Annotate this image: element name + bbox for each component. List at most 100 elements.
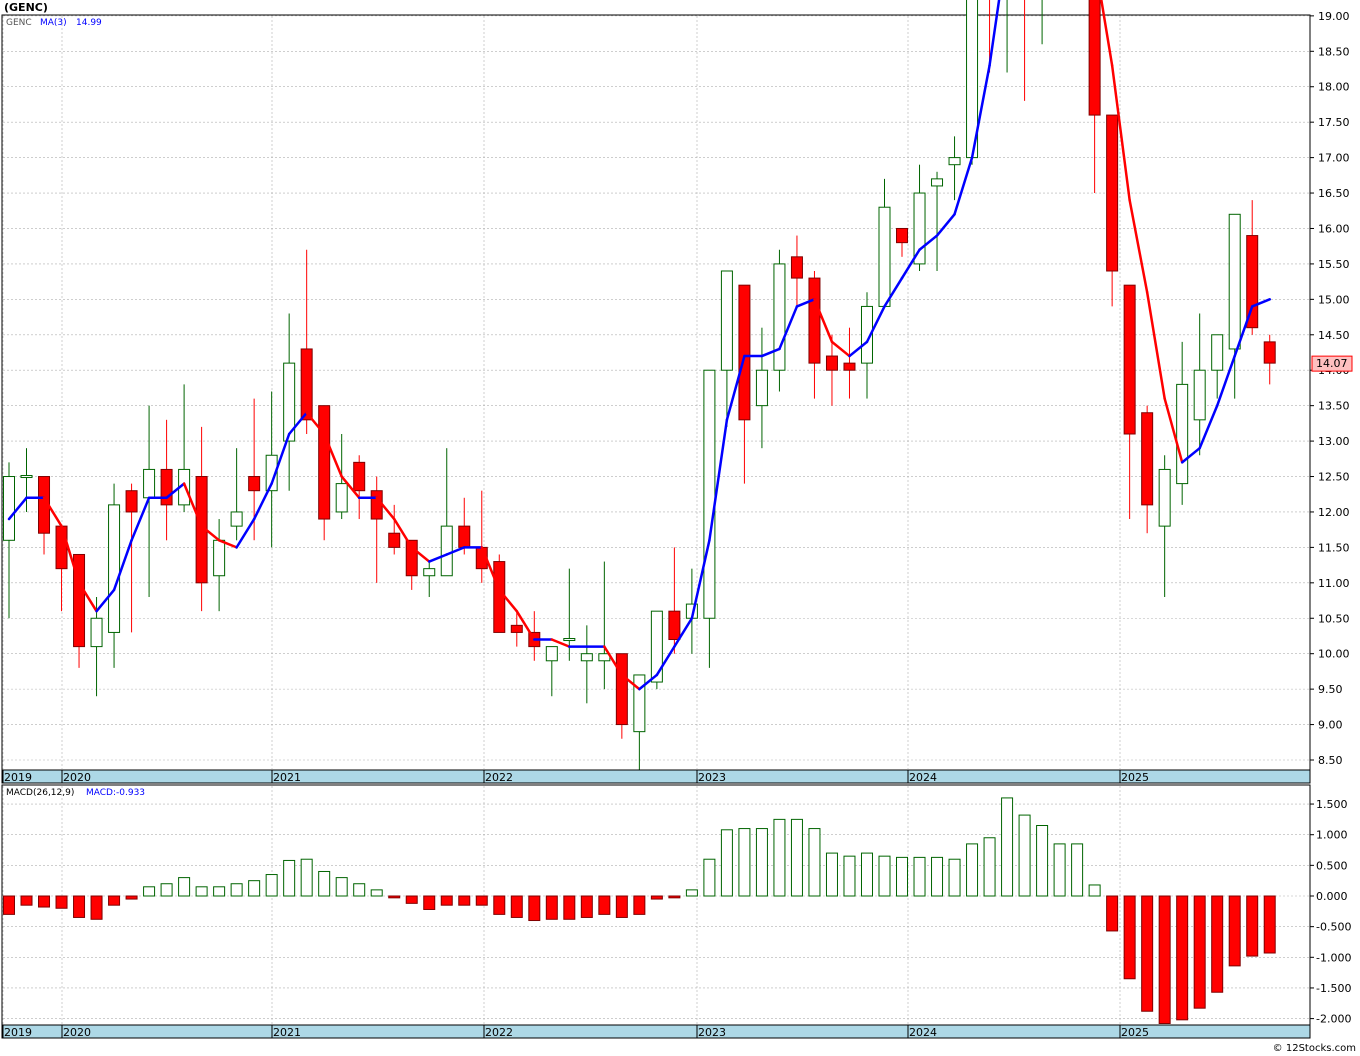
macd-bar	[370, 889, 383, 897]
candle-body	[55, 525, 68, 570]
macd-bar	[948, 858, 961, 897]
macd-bar	[475, 895, 488, 906]
macd-bar	[265, 874, 278, 897]
price-y-tick-label: 15.00	[1318, 293, 1350, 306]
price-x-axis-band	[1, 769, 1311, 784]
macd-bar	[773, 818, 786, 897]
price-x-year-label: 2020	[63, 771, 91, 784]
macd-y-tick-label: 0.000	[1316, 890, 1348, 903]
price-y-tick-label: 11.50	[1318, 541, 1350, 554]
macd-bar	[703, 858, 716, 897]
macd-y-tick-label: -1.000	[1316, 951, 1351, 964]
macd-bar	[1263, 895, 1276, 954]
moving-average-segment	[1128, 198, 1149, 294]
macd-bar	[668, 895, 681, 899]
candle-body	[3, 476, 15, 541]
moving-average-segment	[883, 276, 904, 308]
macd-bar	[825, 852, 838, 897]
moving-average-segment	[200, 524, 221, 542]
macd-bar	[318, 870, 331, 897]
macd-bar	[55, 895, 68, 909]
macd-bar	[353, 883, 366, 897]
candle-body	[213, 539, 226, 577]
moving-average-segment	[182, 482, 203, 528]
moving-average-segment	[725, 354, 746, 422]
macd-bar	[1246, 895, 1259, 957]
macd-bar	[90, 895, 103, 920]
price-y-tick-label: 12.50	[1318, 471, 1350, 484]
moving-average-segment	[235, 517, 256, 549]
price-x-year-label: 2025	[1121, 771, 1149, 784]
macd-bar	[20, 895, 33, 906]
macd-bar	[458, 895, 471, 906]
moving-average-segment	[340, 475, 361, 500]
macd-x-year-label: 2025	[1121, 1026, 1149, 1039]
macd-bar	[650, 895, 663, 900]
macd-bar	[720, 829, 733, 897]
candle-body	[931, 178, 944, 187]
macd-bar	[1193, 895, 1206, 1009]
macd-bars	[3, 797, 1276, 1025]
candle-body	[1193, 369, 1206, 421]
macd-bar	[143, 886, 156, 897]
moving-average-segment	[935, 213, 956, 237]
candle-body	[720, 270, 733, 371]
moving-average-segment	[217, 539, 238, 549]
moving-average-segment	[830, 340, 851, 358]
candle-body	[493, 561, 506, 633]
price-y-tick-label: 16.50	[1318, 187, 1350, 200]
macd-bar	[440, 895, 453, 906]
moving-average-segment	[77, 581, 98, 613]
moving-average-segment	[988, 0, 1001, 67]
price-candles	[3, 0, 1276, 775]
candle-body	[878, 206, 891, 307]
price-x-year-label: 2021	[273, 771, 301, 784]
candle-body	[300, 348, 313, 421]
candle-body	[755, 369, 768, 407]
moving-average-segment	[918, 234, 939, 251]
macd-y-tick-label: 1.000	[1316, 829, 1348, 842]
macd-bar	[1071, 843, 1084, 897]
moving-average-segment	[7, 496, 28, 521]
macd-bar	[528, 895, 541, 922]
candle-body	[1246, 235, 1259, 329]
candle-body	[1088, 0, 1101, 116]
candle-body	[125, 490, 138, 513]
moving-average-segment	[480, 546, 501, 592]
candle-body	[896, 227, 909, 244]
price-legend-symbol: GENC	[6, 18, 32, 28]
price-grid	[2, 15, 1309, 769]
macd-bar	[405, 895, 418, 904]
moving-average-segment	[410, 546, 431, 563]
candle-body	[265, 454, 278, 492]
macd-bar	[178, 877, 191, 897]
macd-x-year-label: 2019	[4, 1026, 32, 1039]
moving-average-segment	[848, 340, 869, 358]
candle-body	[948, 157, 961, 166]
candle-body	[160, 468, 173, 506]
moving-average-segment	[970, 64, 991, 159]
moving-average-segment	[1233, 305, 1254, 358]
last-price-badge: 14.07	[1311, 355, 1353, 372]
macd-bar	[160, 883, 173, 897]
price-y-tick-label: 16.00	[1318, 222, 1350, 235]
macd-x-year-label: 2021	[273, 1026, 301, 1039]
macd-bar	[860, 852, 873, 897]
candle-body	[773, 263, 786, 371]
candle-body	[510, 624, 523, 633]
candle-body	[913, 192, 926, 265]
moving-average-segment	[392, 517, 413, 549]
price-y-tick-label: 19.00	[1318, 10, 1350, 23]
moving-average-segment	[270, 432, 291, 485]
macd-y-tick-label: 1.500	[1316, 798, 1348, 811]
macd-x-year-label: 2020	[63, 1026, 91, 1039]
candle-body	[1141, 412, 1154, 506]
macd-bar	[878, 855, 891, 897]
candle-body	[580, 653, 593, 662]
macd-bar	[335, 877, 348, 897]
moving-average-segment	[690, 539, 711, 620]
macd-bar	[108, 895, 121, 906]
macd-bar	[580, 895, 593, 918]
candle-body	[1106, 114, 1119, 272]
